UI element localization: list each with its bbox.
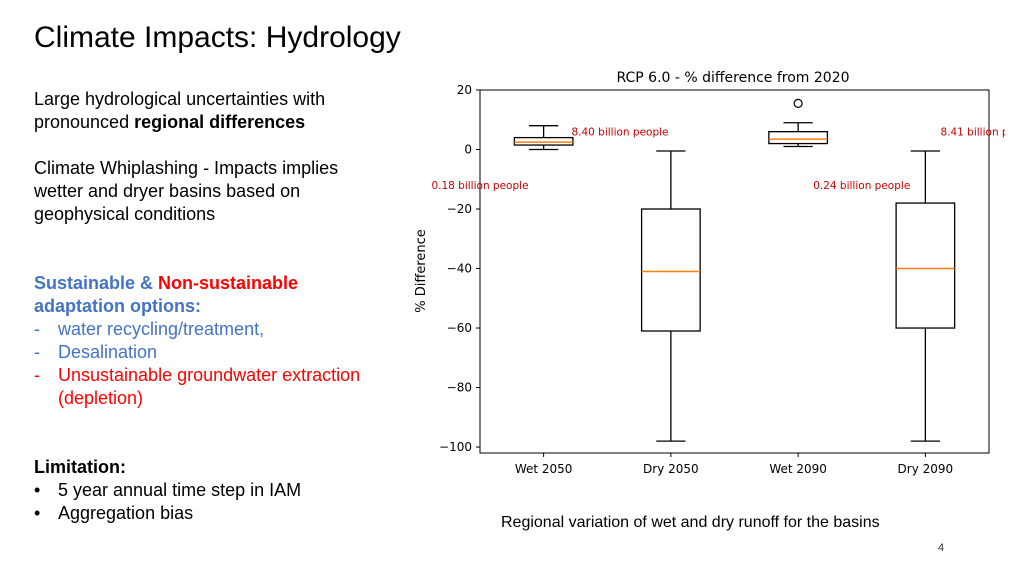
option-item-recycling: - water recycling/treatment, — [34, 318, 394, 341]
limitation-section: Limitation: • 5 year annual time step in … — [34, 456, 374, 525]
y-tick-label: 0 — [464, 143, 472, 157]
annotations: 8.40 billion people 8.41 billion people 0.… — [431, 127, 1005, 193]
population-annotation: 8.40 billion people — [571, 127, 668, 139]
plot-frame — [479, 89, 990, 454]
uncertainty-paragraph: Large hydrological uncertainties with pr… — [34, 88, 374, 134]
heading-adaptation: adaptation options: — [34, 296, 201, 316]
limitation-text: Aggregation bias — [58, 503, 194, 523]
chart-caption: Regional variation of wet and dry runoff… — [501, 514, 880, 531]
y-axis: 20 0 −20 −40 −60 −80 −100 — [439, 83, 480, 454]
box-dry-2050 — [640, 150, 701, 442]
limitation-text: 5 year annual time step in IAM — [58, 480, 302, 500]
limitation-heading: Limitation: — [34, 457, 126, 477]
slide-title: Climate Impacts: Hydrology — [34, 21, 401, 54]
box-plot-chart: RCP 6.0 - % difference from 2020 % Diffe… — [414, 70, 1005, 476]
x-tick-label: Wet 2090 — [769, 462, 827, 476]
bullet-marker: • — [34, 480, 41, 500]
box-body — [768, 131, 829, 145]
y-axis-label: % Difference — [414, 229, 429, 313]
limitation-item-timestep: • 5 year annual time step in IAM — [34, 479, 374, 502]
population-annotation: 0.18 billion people — [431, 180, 528, 192]
list-marker: - — [34, 319, 40, 339]
y-tick-label: 20 — [457, 83, 472, 97]
y-tick-label: −40 — [447, 262, 472, 276]
page-number: 4 — [938, 542, 945, 554]
list-marker: - — [34, 342, 40, 362]
uncertainty-text: Large hydrological uncertainties with pr… — [34, 89, 326, 132]
heading-nonsustainable: Non-sustainable — [158, 273, 299, 293]
chart-title: RCP 6.0 - % difference from 2020 — [616, 70, 849, 86]
option-text: Desalination — [58, 342, 158, 362]
population-annotation: 0.24 billion people — [813, 180, 910, 192]
x-tick-label: Dry 2050 — [643, 462, 699, 476]
population-annotation: 8.41 billion people — [940, 127, 1005, 139]
option-item-desalination: - Desalination — [34, 341, 394, 364]
y-tick-label: −100 — [439, 440, 472, 454]
box-body — [895, 202, 956, 329]
option-text: Unsustainable groundwater extraction (de… — [58, 365, 361, 408]
box-body — [513, 136, 574, 146]
box-wet-2050 — [513, 125, 574, 151]
box-dry-2090 — [895, 150, 956, 442]
outlier-point — [793, 98, 803, 108]
limitation-item-aggregation: • Aggregation bias — [34, 502, 374, 525]
x-tick-label: Dry 2090 — [898, 462, 954, 476]
regional-differences-text: regional differences — [134, 112, 306, 132]
y-tick-label: −80 — [447, 381, 472, 395]
bullet-marker: • — [34, 503, 41, 523]
box-wet-2090 — [768, 98, 829, 148]
list-marker: - — [34, 365, 40, 385]
y-tick-label: −20 — [447, 202, 472, 216]
x-axis: Wet 2050 Dry 2050 Wet 2090 Dry 2090 — [515, 453, 953, 476]
boxes — [513, 98, 956, 442]
x-tick-label: Wet 2050 — [515, 462, 573, 476]
option-text: water recycling/treatment, — [58, 319, 265, 339]
heading-sustainable: Sustainable & — [34, 273, 154, 293]
option-item-groundwater: - Unsustainable groundwater extraction (d… — [34, 364, 394, 410]
box-body — [640, 208, 701, 332]
adaptation-options: Sustainable & Non-sustainable adaptation… — [34, 272, 394, 410]
whiplashing-paragraph: Climate Whiplashing - Impacts implies we… — [34, 158, 339, 224]
adaptation-heading: Sustainable & Non-sustainable — [34, 272, 394, 295]
y-tick-label: −60 — [447, 321, 472, 335]
